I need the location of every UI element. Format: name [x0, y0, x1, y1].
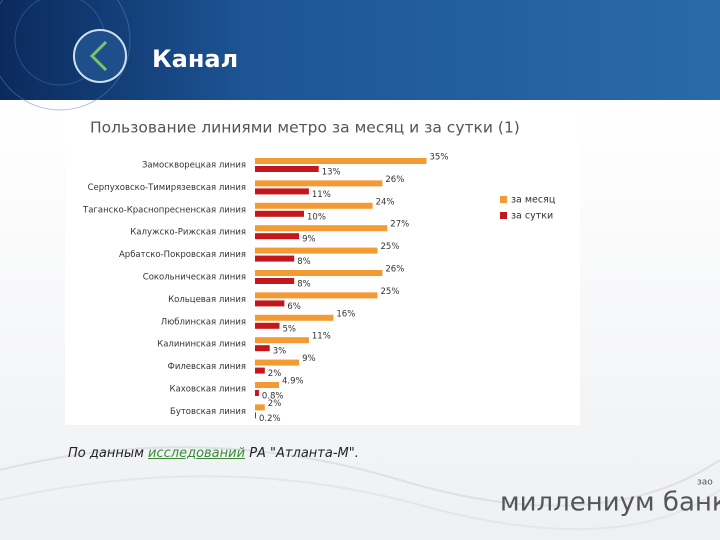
value-label: 25%	[381, 242, 400, 252]
category-label: Бутовская линия	[170, 407, 246, 417]
value-label: 6%	[287, 302, 301, 312]
category-label: Калининская линия	[157, 340, 246, 350]
chart-area	[65, 110, 580, 425]
bar	[255, 210, 304, 217]
value-label: 25%	[381, 287, 400, 297]
legend-swatch	[500, 196, 507, 203]
category-label: Каховская линия	[170, 385, 246, 395]
value-label: 2%	[268, 399, 282, 409]
bar	[255, 382, 280, 388]
bar	[255, 278, 295, 284]
value-label: 2%	[268, 369, 282, 379]
value-label: 0.2%	[259, 414, 281, 424]
bar	[255, 233, 300, 240]
value-label: 9%	[302, 354, 316, 364]
category-label: Серпуховско-Тимирязевская линия	[88, 183, 246, 193]
bar	[255, 188, 309, 195]
bar	[255, 412, 256, 419]
bar	[255, 166, 319, 172]
value-label: 3%	[273, 347, 287, 357]
decor	[0, 446, 720, 507]
legend-label: за месяц	[511, 195, 556, 206]
bar	[255, 270, 383, 276]
category-label: Арбатско-Покровская линия	[119, 250, 246, 260]
globe	[0, 0, 131, 111]
value-label: 26%	[385, 265, 404, 275]
value-label: 26%	[385, 175, 404, 185]
logo: миллениум банк	[500, 488, 720, 518]
bar	[255, 180, 383, 187]
value-label: 8%	[297, 257, 311, 267]
bar	[255, 390, 259, 396]
value-label: 5%	[283, 324, 297, 334]
category-label: Калужско-Рижская линия	[130, 228, 246, 238]
value-label: 10%	[307, 212, 326, 222]
bar	[255, 158, 427, 164]
value-label: 0.8%	[262, 392, 284, 402]
footer-link[interactable]: исследований	[148, 446, 246, 461]
category-label: Таганско-Краснопресненская линия	[82, 205, 246, 215]
logo-suffix: зао	[697, 478, 713, 488]
value-label: 11%	[312, 332, 331, 342]
chart-title: Пользование линиями метро за месяц и за …	[90, 119, 520, 137]
bar	[255, 314, 334, 321]
category-label: Замоскворецкая линия	[142, 161, 246, 171]
legend-label: за сутки	[511, 211, 553, 222]
bar	[255, 337, 309, 344]
value-label: 9%	[302, 235, 316, 245]
value-label: 13%	[322, 168, 341, 178]
bar	[255, 367, 265, 374]
legend-swatch	[500, 212, 507, 219]
bar	[255, 300, 285, 307]
value-label: 8%	[297, 280, 311, 290]
nav-chevron	[89, 40, 108, 72]
bar	[255, 345, 270, 352]
decor	[0, 475, 720, 531]
bar	[255, 404, 265, 411]
nav-icon	[73, 29, 127, 83]
bar	[255, 359, 300, 366]
value-label: 4.9%	[282, 377, 304, 387]
bar	[255, 225, 388, 232]
value-label: 16%	[336, 309, 355, 319]
value-label: 27%	[390, 220, 409, 230]
bar	[255, 202, 373, 209]
value-label: 24%	[376, 197, 395, 207]
value-label: 11%	[312, 190, 331, 200]
bar	[255, 247, 378, 254]
bar	[255, 292, 378, 299]
category-label: Люблинская линия	[161, 317, 246, 327]
value-label: 35%	[430, 153, 449, 163]
category-label: Сокольническая линия	[143, 273, 246, 283]
footer-text: По данным	[68, 446, 149, 461]
footer: По данным исследований РА "Атланта-М".	[68, 446, 359, 461]
bar	[255, 322, 280, 329]
footer-text: РА "Атланта-М".	[245, 446, 359, 461]
slide-title: Канал	[152, 45, 238, 73]
bar	[255, 255, 295, 262]
category-label: Филевская линия	[168, 362, 247, 372]
category-label: Кольцевая линия	[168, 295, 246, 305]
